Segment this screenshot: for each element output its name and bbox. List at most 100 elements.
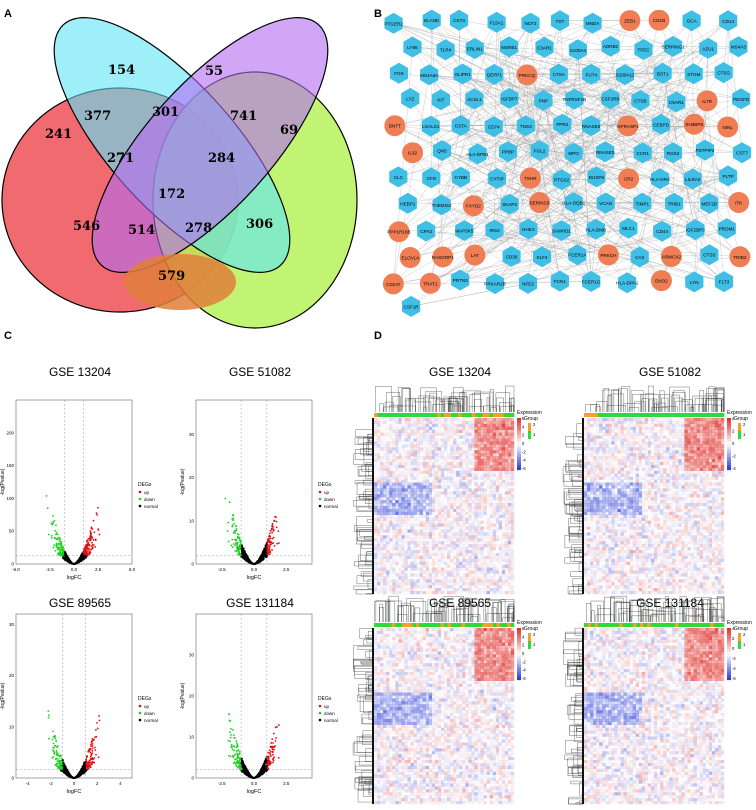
venn-count-bcd: 284 xyxy=(208,151,235,166)
network-node-label: MSRB1 xyxy=(501,45,517,50)
network-node: LAT xyxy=(464,244,486,266)
network-node: CSTA xyxy=(451,115,470,136)
y-tick-labels: 0 10 20 30 xyxy=(189,653,195,781)
network-node: LGALS1 xyxy=(421,115,440,137)
network-node-label: PRKCQ xyxy=(519,73,536,78)
network-node-label: CSF2RB xyxy=(601,97,619,102)
network-node-label: DNTT xyxy=(389,124,401,129)
group-tick: 2 xyxy=(743,422,746,427)
network-node: BST1 xyxy=(653,62,672,84)
network-node-label: ZEB1 xyxy=(624,19,636,24)
y-tick-label: 20 xyxy=(9,673,15,678)
group-tick: 2 xyxy=(533,422,536,427)
colorbar-tick: -6 xyxy=(522,466,526,471)
venn-count-abcd: 172 xyxy=(158,187,185,202)
network-node-label: RNASE3 xyxy=(596,150,615,155)
y-tick-label: 0 xyxy=(11,776,14,781)
network-node: CSF2RB xyxy=(601,88,620,110)
network-node-label: C3AR1 xyxy=(537,45,552,50)
network-node-label: CCR1 xyxy=(636,151,649,156)
x-tick-label: 2 xyxy=(96,781,99,786)
network-node-label: CTSB xyxy=(634,99,646,104)
network-node-label: TRAT1 xyxy=(423,281,438,286)
network-node: PRKAR2B xyxy=(484,273,506,295)
network-node: TNFRSF1B xyxy=(563,88,586,110)
network-node: S100A4 xyxy=(568,39,587,61)
row-dendrogram xyxy=(563,627,583,805)
network-node: CD44 xyxy=(653,220,672,242)
network-node: CYTIP xyxy=(487,168,506,189)
colorbar-tick: -4 xyxy=(522,458,526,463)
x-axis-label: logFC xyxy=(247,575,262,581)
venn-count-only-a: 241 xyxy=(45,127,72,142)
network-node-label: ELOVL4 xyxy=(402,256,420,261)
network-node: TST xyxy=(550,10,570,32)
venn-count-ad: 579 xyxy=(158,269,185,284)
network-node-label: GPRASP1 xyxy=(617,124,639,129)
network-node-label: LILRA2 xyxy=(685,177,701,182)
network-node-label: SH3BP5 xyxy=(685,122,703,127)
network-node: CA2 xyxy=(630,246,649,268)
network-node-label: S100A11 xyxy=(616,73,635,78)
network-node-label: KLF4 xyxy=(537,255,548,260)
network-node: RASGRP1 xyxy=(432,246,454,268)
network-node: VCAN xyxy=(596,192,615,214)
network-node: GCA xyxy=(682,10,701,32)
heatmap-title-2: GSE 51082 xyxy=(638,365,702,379)
network-node: PDGFD xyxy=(732,88,751,110)
network-node-label: IGFBP7 xyxy=(501,96,518,101)
network-node-label: HLA-DQB1 xyxy=(562,201,585,206)
volcano-legend: DEGs up down normal xyxy=(138,482,158,509)
network-node-label: HEBP1 xyxy=(400,201,416,206)
network-node-label: MS4A3 xyxy=(731,45,747,50)
legend-marker-normal xyxy=(318,718,322,722)
network-node: SERPING1 xyxy=(662,35,685,57)
venn-count-abd: 278 xyxy=(185,221,212,236)
network-node-label: PNP xyxy=(539,98,548,103)
network-node: ITK xyxy=(728,191,750,213)
network-node: ELOVL4 xyxy=(399,247,421,269)
colorbar-tick: 4 xyxy=(732,416,735,421)
network-node-label: CA2 xyxy=(635,255,644,260)
legend-title: DEGs xyxy=(318,696,332,702)
network-node-label: SKAP2 xyxy=(502,202,517,207)
network-node-label: NINL xyxy=(722,125,733,130)
network-node: NCF2 xyxy=(521,12,540,34)
volcano-title-4: GSE 131184 xyxy=(226,596,294,610)
network-node: ZEB1 xyxy=(619,10,641,32)
network-node: HHEX xyxy=(519,218,538,240)
colorbar-tick: -6 xyxy=(522,676,526,681)
network-node: TRAT1 xyxy=(419,272,441,294)
network-node-label: CSTA xyxy=(455,123,468,128)
venn-count-only-d: 69 xyxy=(280,123,298,138)
venn-count-ab: 377 xyxy=(84,109,111,124)
network-node-label: ARMCX2 xyxy=(662,254,682,259)
network-node-label: FCER1G xyxy=(582,279,601,284)
network-node: PNP xyxy=(534,89,553,111)
legend-item-down: down xyxy=(144,711,155,716)
network-node: RGS2 xyxy=(664,142,683,164)
network-node-label: PSTPIP2 xyxy=(696,148,715,153)
network-node-label: LYZ xyxy=(406,96,414,101)
colorbar-tick: -6 xyxy=(732,676,736,681)
network-node-label: PROM1 xyxy=(719,227,736,232)
legend-marker-down xyxy=(318,711,322,715)
network-node-label: FUT4 xyxy=(586,72,598,77)
venn-count-abc: 271 xyxy=(107,151,134,166)
network-node-label: SAMHD1 xyxy=(552,229,572,234)
network-node-label: CYTIP xyxy=(490,177,504,182)
y-tick-label: 20 xyxy=(189,475,195,480)
network-node-label: CR2 xyxy=(624,177,634,182)
network-node: LYN xyxy=(685,271,704,293)
y-tick-label: 30 xyxy=(9,622,15,627)
venn-set-c xyxy=(91,17,329,273)
network-node-label: S100A4 xyxy=(570,48,587,53)
volcano-plot-2: -2.5 0.0 2.5 0 10 20 30 logFC -log(Pvalue) DEGs up… xyxy=(180,399,338,581)
network-node-label: HHEX xyxy=(522,227,535,232)
group-legend-title: Group xyxy=(524,626,538,632)
network-node: CSF1R xyxy=(402,295,421,317)
network-node: CTSA xyxy=(549,63,568,85)
